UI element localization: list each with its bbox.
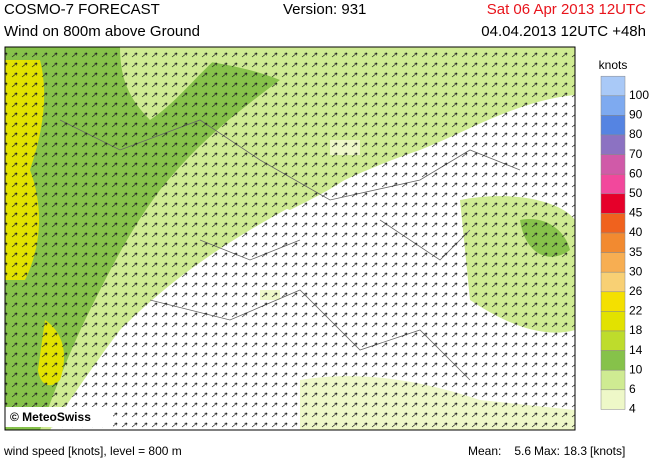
legend-label: 90 xyxy=(629,108,643,122)
subtitle: Wind on 800m above Ground xyxy=(4,23,200,40)
legend-swatch xyxy=(600,369,626,391)
unit: [knots] xyxy=(590,444,625,458)
legend-label: 45 xyxy=(629,206,643,220)
legend-label: 10 xyxy=(629,362,643,376)
legend-label: 6 xyxy=(629,382,636,396)
legend-swatch xyxy=(600,213,626,234)
legend-swatch xyxy=(600,134,626,155)
max-label: Max: xyxy=(534,444,560,458)
legend-swatch xyxy=(600,389,626,410)
legend-label: 18 xyxy=(629,323,643,337)
legend-title: knots xyxy=(599,58,628,72)
mean-label: Mean: xyxy=(468,444,501,458)
map-frame xyxy=(4,46,576,431)
legend-swatch xyxy=(600,154,626,175)
legend-label: 14 xyxy=(629,343,643,357)
legend-label: 70 xyxy=(629,147,643,161)
valid-time: Sat 06 Apr 2013 12UTC xyxy=(487,1,646,18)
legend-swatch xyxy=(600,75,626,97)
footer-caption: wind speed [knots], level = 800 m xyxy=(3,444,182,458)
legend-swatch xyxy=(600,173,626,195)
legend-label: 30 xyxy=(629,264,643,278)
legend-swatch xyxy=(600,252,626,273)
legend-label: 4 xyxy=(629,402,636,416)
legend-swatch xyxy=(600,350,626,371)
legend-label: 100 xyxy=(629,88,649,102)
legend-swatch xyxy=(600,311,626,332)
legend-swatch xyxy=(600,193,626,214)
map: © MeteoSwiss xyxy=(5,47,575,430)
legend-label: 35 xyxy=(629,245,643,259)
version: Version: 931 xyxy=(283,1,366,18)
mean-value: 5.6 xyxy=(514,444,531,458)
run-time: 04.04.2013 12UTC +48h xyxy=(481,23,646,40)
legend-label: 40 xyxy=(629,225,643,239)
legend-label: 22 xyxy=(629,304,643,318)
max-value: 18.3 xyxy=(564,444,588,458)
legend-swatch xyxy=(600,115,626,136)
legend-label: 26 xyxy=(629,284,643,298)
legend-label: 80 xyxy=(629,127,643,141)
legend-swatch xyxy=(600,232,626,253)
legend-swatch xyxy=(600,330,626,351)
legend-label: 60 xyxy=(629,166,643,180)
legend-swatch xyxy=(600,95,626,116)
legend: knots 100 90 80 70 60 50 45 40 35 30 26 22 18 14 10 6 4 xyxy=(599,58,650,415)
credit: © MeteoSwiss xyxy=(10,410,91,424)
title: COSMO-7 FORECAST xyxy=(4,1,160,18)
legend-swatch xyxy=(600,291,626,312)
legend-label: 50 xyxy=(629,186,643,200)
legend-swatch xyxy=(600,271,626,293)
